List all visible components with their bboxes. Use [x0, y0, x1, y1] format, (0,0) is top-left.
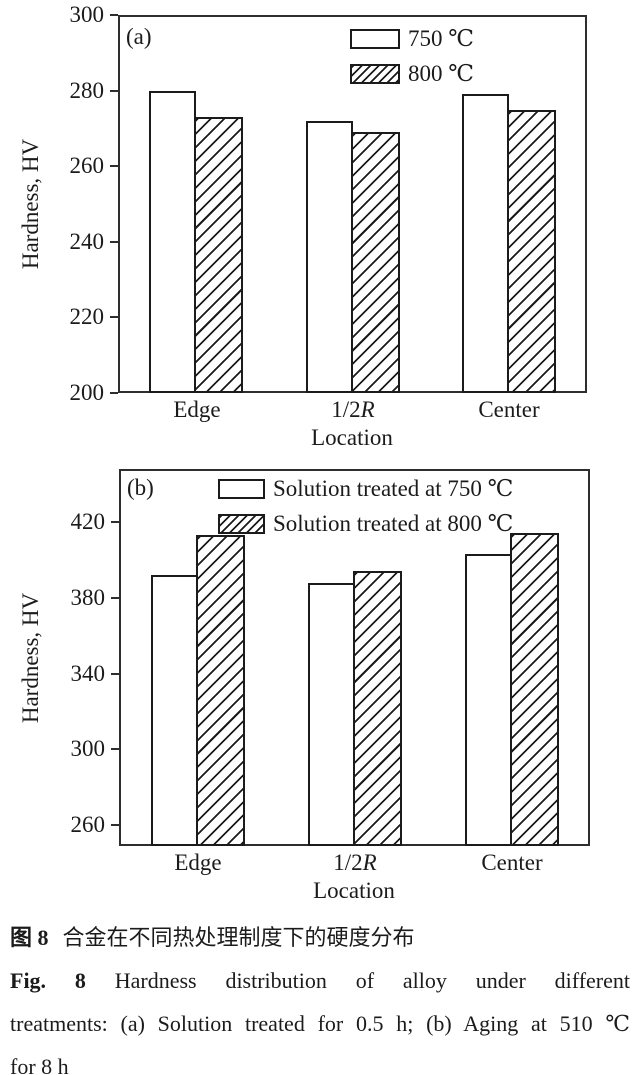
- y-tick-label: 220: [69, 304, 105, 330]
- category-label-center-a: Center: [478, 397, 539, 423]
- bar-b-Center-hatched: [509, 533, 559, 846]
- caption-en-line2: treatments: (a) Solution treated for 0.5…: [10, 1011, 630, 1036]
- legend-label: Solution treated at 750 ℃: [273, 476, 514, 501]
- category-italic: R: [362, 850, 377, 875]
- panel-label-a: (a): [126, 24, 152, 49]
- legend-swatch-hatched-icon: [218, 514, 265, 534]
- legend-swatch-white-icon: [350, 29, 400, 49]
- caption-en-line1: Fig. 8 Hardness distribution of alloy un…: [10, 959, 630, 1002]
- y-tick-mark: [110, 316, 118, 319]
- y-tick-label: 200: [69, 380, 105, 405]
- caption-en-label: Fig. 8: [10, 968, 86, 993]
- y-tick-mark: [110, 392, 118, 394]
- category-label-edge-a: Edge: [173, 397, 220, 423]
- y-tick-label: 280: [69, 77, 105, 103]
- caption-zh-label: 图 8: [10, 925, 49, 950]
- legend-label: 800 ℃: [408, 61, 474, 86]
- y-tick-mark: [110, 165, 118, 168]
- bar-b-12R-white: [307, 582, 355, 846]
- y-tick-label: 300: [70, 736, 106, 762]
- y-tick-mark: [111, 521, 119, 524]
- category-italic: R: [360, 397, 375, 422]
- bar-a-12R-hatched: [350, 132, 400, 393]
- caption-zh: 图 8 合金在不同热处理制度下的硬度分布: [10, 916, 630, 959]
- bar-a-Center-hatched: [506, 109, 556, 393]
- bar-a-Edge-white: [149, 90, 197, 393]
- panel-label-b: (b): [127, 475, 154, 500]
- y-tick-label: 260: [70, 812, 106, 838]
- category-text: Edge: [174, 850, 222, 875]
- legend-item-st750: Solution treated at 750 ℃: [218, 477, 513, 501]
- y-tick-mark: [111, 672, 119, 675]
- legend-label: 750 ℃: [408, 26, 474, 51]
- bar-b-12R-hatched: [352, 571, 402, 846]
- category-text: Center: [481, 850, 543, 875]
- category-text: 1/2: [331, 397, 361, 422]
- bar-b-Edge-hatched: [195, 535, 245, 846]
- bar-b-Center-white: [464, 554, 512, 846]
- y-tick-label: 260: [69, 153, 105, 179]
- bar-a-Edge-hatched: [194, 117, 244, 393]
- caption-en-line3: for 8 h: [10, 1054, 69, 1075]
- category-label-center-b: Center: [481, 850, 542, 876]
- y-tick-mark: [111, 748, 119, 751]
- legend-item-750c: 750 ℃: [350, 27, 474, 51]
- y-axis-title-b: Hardness, HV: [18, 592, 43, 724]
- legend-label: Solution treated at 800 ℃: [273, 511, 514, 536]
- legend-item-st800: Solution treated at 800 ℃: [218, 512, 513, 536]
- y-tick-mark: [110, 14, 118, 16]
- y-tick-label: 300: [69, 2, 105, 27]
- y-tick-label: 240: [69, 228, 105, 254]
- legend-b: Solution treated at 750 ℃ Solution treat…: [218, 477, 513, 547]
- caption-zh-text: 合金在不同热处理制度下的硬度分布: [62, 925, 415, 950]
- legend-swatch-hatched-icon: [350, 64, 400, 84]
- y-tick-mark: [110, 240, 118, 243]
- y-tick-label: 380: [70, 584, 106, 610]
- category-text: Edge: [173, 397, 221, 422]
- y-tick-label: 340: [70, 660, 106, 686]
- category-label-halfr-b: 1/2R: [333, 850, 376, 876]
- legend-item-800c: 800 ℃: [350, 62, 474, 86]
- x-axis-title-a: Location: [311, 425, 393, 450]
- bar-b-Edge-white: [150, 575, 198, 846]
- category-label-edge-b: Edge: [174, 850, 221, 876]
- y-tick-mark: [111, 596, 119, 599]
- category-text: 1/2: [333, 850, 363, 875]
- legend-a: 750 ℃ 800 ℃: [350, 27, 474, 97]
- x-axis-title-b: Location: [313, 878, 395, 903]
- figure-caption: 图 8 合金在不同热处理制度下的硬度分布 Fig. 8 Hardness dist…: [10, 916, 630, 1075]
- category-text: Center: [478, 397, 540, 422]
- caption-en-text1: Hardness distribution of alloy under dif…: [114, 968, 630, 993]
- y-tick-mark: [110, 89, 118, 92]
- y-tick-mark: [111, 824, 119, 827]
- category-label-halfr-a: 1/2R: [331, 397, 374, 423]
- y-tick-label: 420: [70, 509, 106, 535]
- legend-swatch-white-icon: [218, 479, 265, 499]
